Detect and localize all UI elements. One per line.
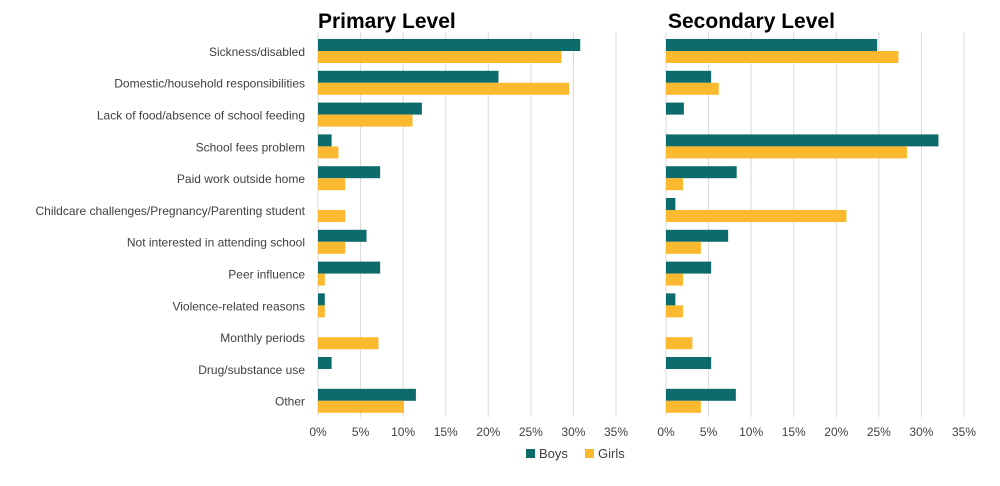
category-label: Paid work outside home xyxy=(177,172,305,186)
x-tick-label: 5% xyxy=(700,425,718,439)
boys-bar xyxy=(318,70,499,83)
girls-bar xyxy=(318,51,562,63)
boys-bar xyxy=(666,39,878,51)
boys-bar xyxy=(318,388,416,401)
boys-bar xyxy=(666,70,712,83)
girls-bar xyxy=(666,210,847,222)
x-tick-label: 25% xyxy=(867,425,891,439)
girls-bar xyxy=(318,400,404,413)
boys-bar xyxy=(318,357,332,369)
boys-bar xyxy=(666,134,939,147)
girls-bar xyxy=(666,273,684,286)
x-tick-label: 0% xyxy=(657,425,675,439)
boys-bar xyxy=(666,166,737,179)
category-label: Other xyxy=(275,395,305,409)
x-tick-label: 5% xyxy=(352,425,370,439)
boys-bar xyxy=(318,261,381,274)
x-tick-label: 35% xyxy=(952,425,976,439)
boys-bar xyxy=(318,39,581,51)
x-tick-label: 10% xyxy=(391,425,415,439)
legend: Boys Girls xyxy=(526,446,625,461)
x-tick-label: 25% xyxy=(519,425,543,439)
boys-bar xyxy=(318,102,422,115)
boys-bar xyxy=(666,229,729,242)
x-tick-label: 30% xyxy=(561,425,585,439)
girls-bar xyxy=(318,210,346,222)
category-label: Domestic/household responsibilities xyxy=(114,77,305,91)
category-label: Drug/substance use xyxy=(198,363,305,377)
boys-bar xyxy=(666,293,676,306)
panel-title: Primary Level xyxy=(318,10,456,33)
girls-bar xyxy=(666,337,693,350)
category-labels: Sickness/disabled Domestic/household resp… xyxy=(35,45,305,409)
girls-bar xyxy=(666,51,899,63)
secondary-level-panel: Secondary Level 0% 5% 10% 15% 20% 25% 30% 35% xyxy=(657,10,976,439)
x-tick-label: 0% xyxy=(309,425,327,439)
girls-bar xyxy=(666,146,907,159)
girls-bar xyxy=(318,114,413,127)
primary-level-panel: Primary Level 0% 5% 10% 15% 20% 25% 30% 35% xyxy=(309,10,628,439)
x-tick-label: 10% xyxy=(739,425,763,439)
legend-swatch xyxy=(526,449,535,458)
category-label: Not interested in attending school xyxy=(127,236,305,250)
panel-title: Secondary Level xyxy=(668,10,835,33)
girls-bar xyxy=(666,241,701,254)
category-label: Peer influence xyxy=(228,268,305,282)
girls-bar xyxy=(666,400,701,413)
girls-bar xyxy=(666,82,719,95)
girls-bar xyxy=(318,82,570,95)
girls-bar xyxy=(318,178,346,191)
legend-label: Girls xyxy=(598,446,625,461)
girls-bar xyxy=(666,178,684,191)
girls-bar xyxy=(318,241,346,254)
legend-label: Boys xyxy=(539,446,568,461)
boys-bar xyxy=(666,357,712,369)
category-label: Childcare challenges/Pregnancy/Parenting… xyxy=(35,204,305,218)
boys-bar xyxy=(666,388,736,401)
x-tick-label: 20% xyxy=(824,425,848,439)
girls-bar xyxy=(318,305,325,318)
x-tick-label: 35% xyxy=(604,425,628,439)
girls-bar xyxy=(318,273,325,286)
category-label: Violence-related reasons xyxy=(172,299,305,313)
boys-bar xyxy=(666,261,712,274)
girls-bar xyxy=(318,146,339,159)
x-tick-label: 15% xyxy=(782,425,806,439)
boys-bar xyxy=(318,166,381,179)
boys-bar xyxy=(666,102,684,115)
x-tick-label: 20% xyxy=(476,425,500,439)
category-label: Monthly periods xyxy=(220,331,305,345)
boys-bar xyxy=(318,293,325,306)
boys-bar xyxy=(666,198,676,210)
girls-bar xyxy=(666,305,684,318)
boys-bar xyxy=(318,229,367,242)
legend-swatch xyxy=(585,449,594,458)
category-label: Lack of food/absence of school feeding xyxy=(97,109,305,123)
boys-bar xyxy=(318,134,332,147)
x-tick-label: 15% xyxy=(434,425,458,439)
category-label: School fees problem xyxy=(196,140,305,154)
category-label: Sickness/disabled xyxy=(209,45,305,59)
girls-bar xyxy=(318,337,379,350)
x-tick-label: 30% xyxy=(909,425,933,439)
